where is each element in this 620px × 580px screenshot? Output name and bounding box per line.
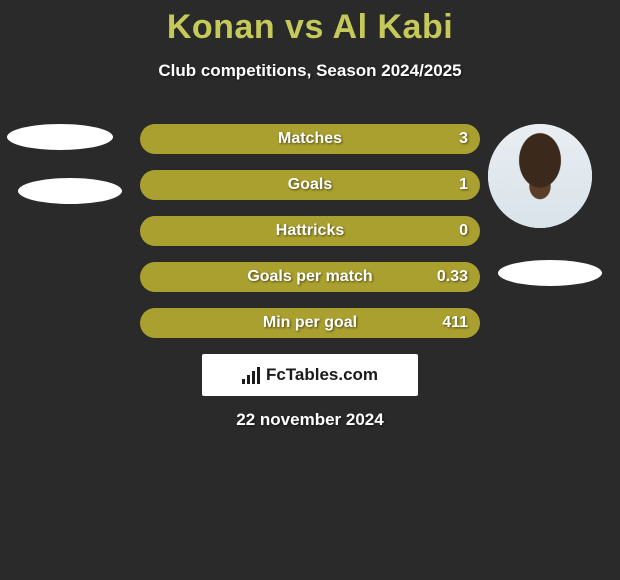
subtitle: Club competitions, Season 2024/2025 [0, 61, 620, 81]
stat-label: Min per goal [263, 314, 357, 332]
bars-icon [242, 366, 260, 384]
stat-right-value: 3 [459, 130, 468, 148]
player-right-shadow [498, 260, 602, 286]
stat-label: Hattricks [276, 222, 344, 240]
page-title: Konan vs Al Kabi [0, 0, 620, 47]
stat-label: Goals [288, 176, 332, 194]
stat-right-value: 0 [459, 222, 468, 240]
player-left-placeholder-1 [7, 124, 113, 150]
fctables-logo: FcTables.com [202, 354, 418, 396]
player-right-avatar [488, 124, 592, 228]
stat-row-goals: Goals 1 [140, 170, 480, 200]
stat-row-hattricks: Hattricks 0 [140, 216, 480, 246]
stat-right-value: 0.33 [437, 268, 468, 286]
stat-row-min-per-goal: Min per goal 411 [140, 308, 480, 338]
stat-row-matches: Matches 3 [140, 124, 480, 154]
stats-rows: Matches 3 Goals 1 Hattricks 0 Goals per … [140, 124, 480, 354]
avatar-photo [488, 124, 592, 228]
player-left-placeholder-2 [18, 178, 122, 204]
stat-row-goals-per-match: Goals per match 0.33 [140, 262, 480, 292]
date-text: 22 november 2024 [0, 410, 620, 430]
stat-label: Goals per match [247, 268, 372, 286]
stat-right-value: 411 [442, 314, 468, 332]
stat-label: Matches [278, 130, 342, 148]
stat-right-value: 1 [459, 176, 468, 194]
logo-text: FcTables.com [266, 365, 378, 385]
